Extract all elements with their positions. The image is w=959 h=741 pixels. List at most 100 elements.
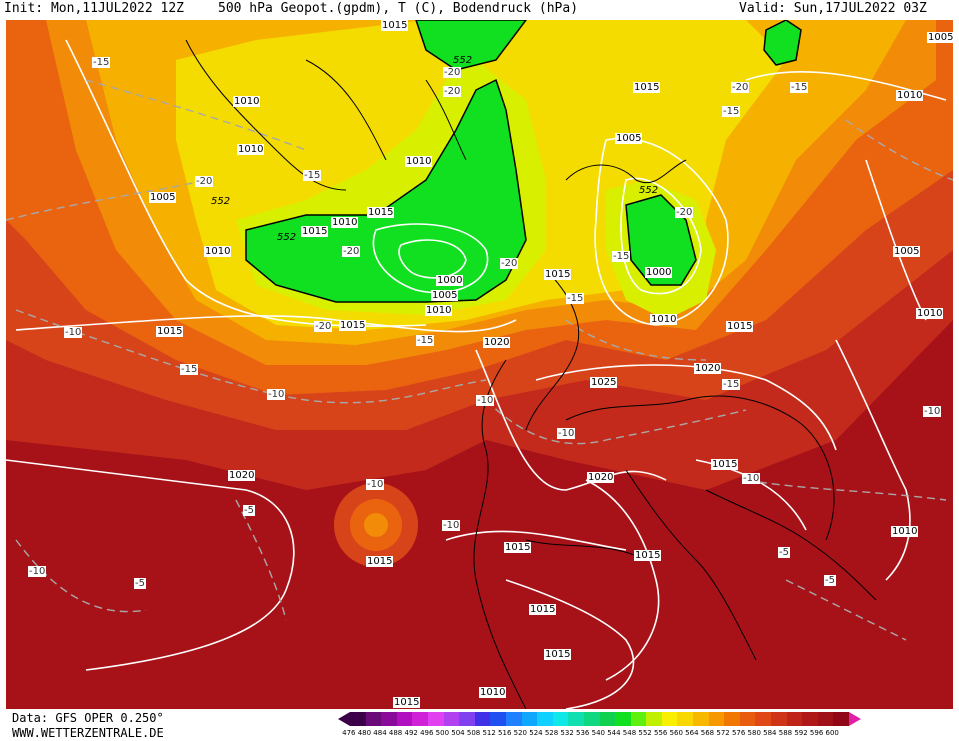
isobar-label: 1015 <box>367 207 395 218</box>
legend-tick: 504 <box>451 729 465 737</box>
temperature-label: -10 <box>923 406 942 417</box>
legend-arrow-left <box>338 712 350 726</box>
weather-map: 1015 1010 1010 1005 1010 1015 1015 1010 … <box>6 20 953 709</box>
legend-tick: 556 <box>653 729 668 737</box>
legend-swatch <box>771 712 787 726</box>
isobar-label: 1005 <box>431 290 459 301</box>
legend-tick: 508 <box>466 729 481 737</box>
legend-swatch <box>646 712 662 726</box>
legend-tick: 564 <box>685 729 699 737</box>
temperature-label: -10 <box>267 389 286 400</box>
legend-swatch <box>537 712 553 726</box>
temperature-lines <box>6 79 953 641</box>
legend-swatch <box>552 712 569 726</box>
isobar-label: 1005 <box>149 192 177 203</box>
legend-swatch <box>693 712 709 726</box>
legend-swatch <box>365 712 382 726</box>
isobar-label: 1015 <box>366 556 394 567</box>
low-core-ne <box>763 20 802 66</box>
cutoff-low-core <box>364 513 388 537</box>
temperature-label: -15 <box>180 364 199 375</box>
legend-tick: 584 <box>763 729 777 737</box>
legend-swatch <box>381 712 397 726</box>
legend-tick: 528 <box>544 729 559 737</box>
isobar-label: 1010 <box>425 305 453 316</box>
legend-tick: 572 <box>716 729 730 737</box>
isobar-label: 1015 <box>301 226 329 237</box>
isobar-label: 1020 <box>228 470 256 481</box>
geopotential-label: 552 <box>639 185 659 196</box>
isobar-label: 1005 <box>893 246 921 257</box>
isobar-label: 1015 <box>726 321 754 332</box>
legend-tick: 500 <box>435 729 450 737</box>
coastlines <box>185 39 877 709</box>
isobar-label: 1025 <box>590 377 618 388</box>
legend-arrow-right <box>849 712 861 726</box>
low-core-north <box>415 20 527 71</box>
temperature-label: -20 <box>342 246 361 257</box>
legend-swatch <box>459 712 475 726</box>
legend-swatch <box>505 712 522 726</box>
temperature-label: -10 <box>742 473 761 484</box>
legend-swatch <box>443 712 460 726</box>
legend-swatch <box>521 712 538 726</box>
legend-swatch <box>568 712 584 726</box>
legend-swatch <box>786 712 803 726</box>
website: WWW.WETTERZENTRALE.DE <box>12 726 164 740</box>
isobar-label: 1015 <box>634 550 662 561</box>
temperature-label: -20 <box>731 82 750 93</box>
legend-tick: 560 <box>669 729 683 737</box>
isobar-label: 1010 <box>916 308 944 319</box>
legend-tick: 596 <box>809 729 824 737</box>
geopotential-label: 552 <box>453 55 473 66</box>
temperature-label: -15 <box>92 57 111 68</box>
map-title: 500 hPa Geopot.(gpdm), T (C), Bodendruck… <box>218 1 579 16</box>
geopotential-label: 552 <box>211 196 231 207</box>
isobar-label: 1010 <box>650 314 678 325</box>
temperature-label: -15 <box>566 293 585 304</box>
temperature-label: -15 <box>416 335 435 346</box>
legend-tick: 480 <box>357 729 372 737</box>
legend-swatch <box>661 712 678 726</box>
isobar-label: 1020 <box>587 472 615 483</box>
isobar-label: 1000 <box>436 275 464 286</box>
isobar-label: 1015 <box>393 697 421 708</box>
temperature-label: -15 <box>612 251 631 262</box>
isobar-label: 1015 <box>711 459 739 470</box>
isobar-label: 1010 <box>479 687 507 698</box>
temperature-label: -15 <box>303 170 322 181</box>
temperature-label: -20 <box>443 86 462 97</box>
legend-swatch <box>583 712 600 726</box>
temperature-label: -5 <box>243 505 255 516</box>
temperature-label: -15 <box>722 379 741 390</box>
temperature-label: -20 <box>443 67 462 78</box>
temperature-label: -15 <box>790 82 809 93</box>
legend-tick: 512 <box>482 729 496 737</box>
isobar-label: 1010 <box>237 144 265 155</box>
legend-swatch <box>350 712 366 726</box>
isobar-label: 1020 <box>483 337 511 348</box>
isobar-label: 1010 <box>331 217 359 228</box>
isobar-label: 1015 <box>339 320 367 331</box>
legend-swatch <box>739 712 756 726</box>
isobar-label: 1005 <box>927 32 953 43</box>
legend-tick: 576 <box>731 729 746 737</box>
legend-swatch <box>412 712 428 726</box>
legend-tick: 488 <box>388 729 403 737</box>
valid-time: Valid: Sun,17JUL2022 03Z <box>739 1 927 16</box>
legend-swatch <box>427 712 444 726</box>
temperature-label: -20 <box>314 321 333 332</box>
legend-tick: 544 <box>607 729 621 737</box>
legend-tick: 492 <box>404 729 418 737</box>
temperature-label: -5 <box>778 547 790 558</box>
temperature-label: -20 <box>675 207 694 218</box>
temperature-label: -10 <box>442 520 461 531</box>
legend-tick: 552 <box>638 729 652 737</box>
data-source: Data: GFS OPER 0.250° <box>12 711 164 725</box>
isobar-label: 1015 <box>529 604 557 615</box>
legend-tick: 520 <box>513 729 528 737</box>
isobar-label: 1015 <box>633 82 661 93</box>
legend-tick: 548 <box>622 729 637 737</box>
legend-tick: 580 <box>747 729 761 737</box>
temperature-label: -10 <box>557 428 576 439</box>
